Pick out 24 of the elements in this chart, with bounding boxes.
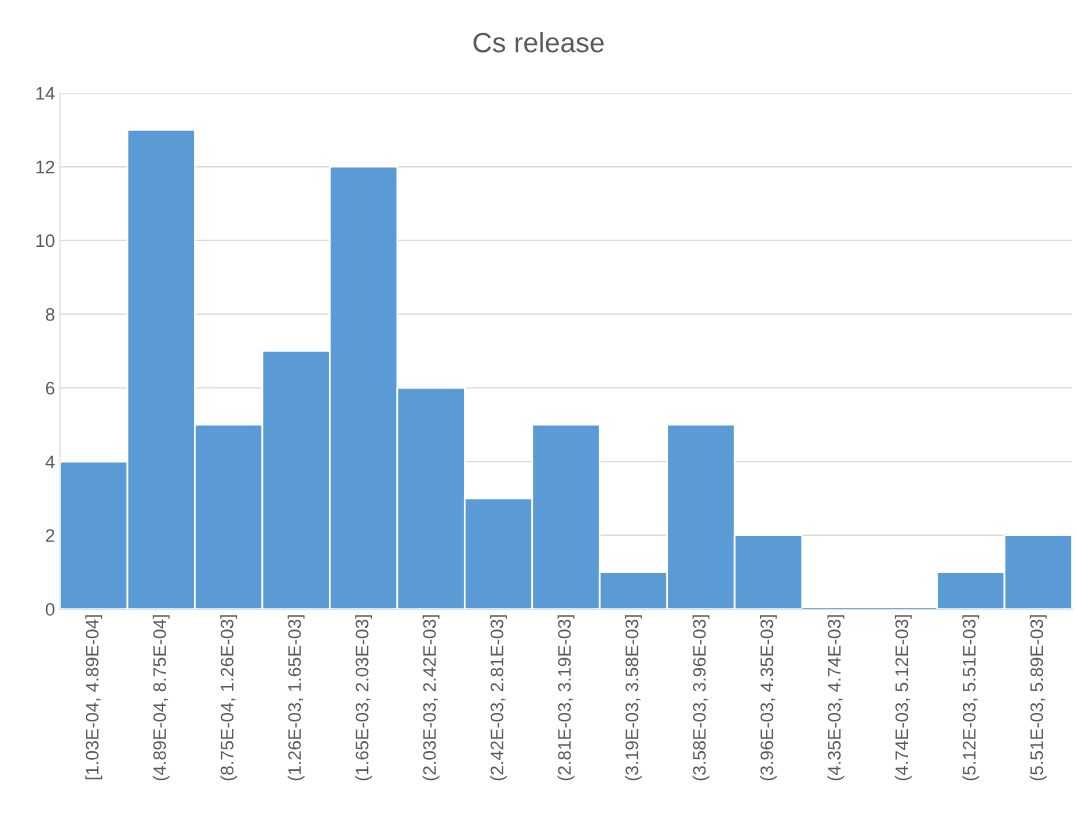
y-tick-label: 12 xyxy=(36,160,55,174)
y-tick-label: 6 xyxy=(46,381,55,395)
x-tick-label: (3.19E-03, 3.58E-03] xyxy=(625,615,642,781)
x-tick-label: (5.12E-03, 5.51E-03] xyxy=(962,615,980,781)
x-tick-label: (3.58E-03, 3.96E-03] xyxy=(692,615,710,781)
x-tick-label: (8.75E-04, 1.26E-03] xyxy=(220,615,238,781)
x-tick-label: (5.51E-03, 5.89E-03] xyxy=(1029,615,1047,781)
x-tick-label: (4.89E-04, 8.75E-04] xyxy=(152,615,170,781)
y-tick-label: 14 xyxy=(36,87,55,100)
y-tick-label: 2 xyxy=(46,529,55,542)
x-tick-label: [1.03E-04, 4.89E-04] xyxy=(85,615,103,780)
x-tick-label: (4.74E-03, 5.12E-03] xyxy=(894,615,912,781)
chart-title: Cs release xyxy=(473,32,604,53)
y-tick-label: 4 xyxy=(45,455,55,469)
x-tick-label: (4.35E-03, 4.74E-03] xyxy=(827,615,845,781)
x-tick-label: (3.96E-03, 4.35E-03] xyxy=(759,615,777,781)
x-tick-label: (2.81E-03, 3.19E-03] xyxy=(557,615,575,781)
x-tick-label: (1.65E-03, 2.03E-03] xyxy=(355,615,373,781)
y-tick-label: 0 xyxy=(45,602,55,616)
y-tick-label: 10 xyxy=(36,234,55,248)
y-tick-label: 8 xyxy=(45,308,55,321)
x-tick-label: (2.03E-03, 2.42E-03] xyxy=(422,615,440,781)
x-tick-label: (1.26E-03, 1.65E-03] xyxy=(287,615,305,781)
x-tick-label: (2.42E-03, 2.81E-03] xyxy=(490,615,507,781)
